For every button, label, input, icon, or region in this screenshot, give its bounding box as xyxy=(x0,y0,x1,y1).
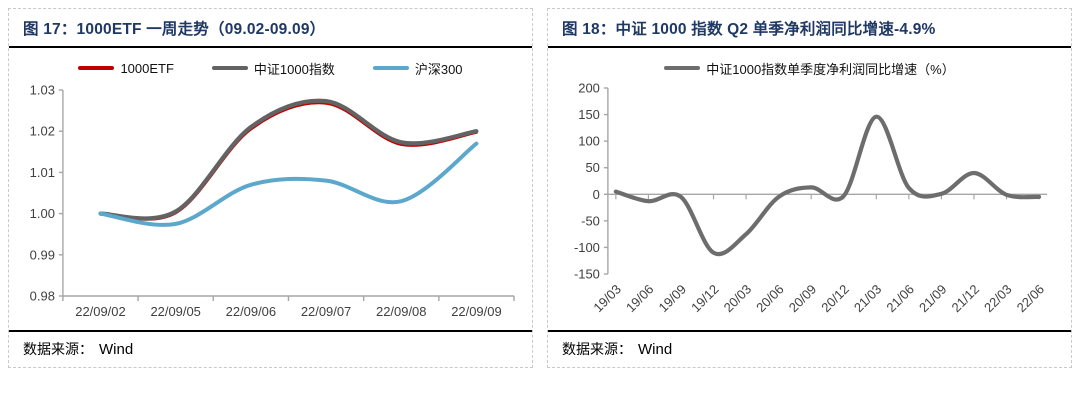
figure-18-title: 图 18：中证 1000 指数 Q2 单季净利润同比增速-4.9% xyxy=(562,21,936,38)
series-line xyxy=(98,141,479,227)
legend-swatch-gray xyxy=(211,66,248,70)
y-tick-label: 200 xyxy=(578,80,600,95)
figure-18-panel: 图 18：中证 1000 指数 Q2 单季净利润同比增速-4.9% 中证1000… xyxy=(547,8,1072,368)
figure-17-legend: 1000ETF 中证1000指数 沪深300 xyxy=(9,48,532,78)
source-value: Wind xyxy=(638,340,673,358)
report-figure-strip: 图 17：1000ETF 一周走势（09.02-09.09） 1000ETF 中… xyxy=(8,8,1072,368)
y-tick-label: 100 xyxy=(578,134,600,149)
legend-item-hs300: 沪深300 xyxy=(372,59,463,78)
source-value: Wind xyxy=(99,340,134,358)
x-tick-label: 22/09/08 xyxy=(376,304,426,319)
y-tick-label: 1.01 xyxy=(30,165,55,180)
series-line xyxy=(613,114,1042,257)
x-tick-label: 22/09/09 xyxy=(451,304,501,319)
series-line xyxy=(99,101,478,221)
y-tick-label: -150 xyxy=(574,266,600,281)
legend-swatch-gray xyxy=(664,66,701,70)
y-tick-label: 0.98 xyxy=(30,288,55,303)
y-tick-label: -100 xyxy=(574,240,600,255)
footer-rule xyxy=(9,330,532,332)
footer-rule xyxy=(548,330,1071,332)
x-tick-label: 22/09/06 xyxy=(226,304,276,319)
legend-item-csi1000: 中证1000指数 xyxy=(211,59,335,78)
x-tick-label: 21/12 xyxy=(949,282,983,316)
y-tick-label: 1.03 xyxy=(30,82,55,97)
x-tick-label: 22/09/05 xyxy=(150,304,200,319)
x-tick-label: 20/06 xyxy=(753,282,787,316)
figure-17-source: 数据来源： Wind xyxy=(9,332,532,367)
x-tick-label: 22/03 xyxy=(981,282,1015,316)
title-rule xyxy=(548,46,1071,48)
figure-17-line-chart: 1.03 1.02 1.01 1.00 0.99 0.98 22/09/02 22/09/05… xyxy=(30,82,515,319)
figure-17-title: 图 17：1000ETF 一周走势（09.02-09.09） xyxy=(23,21,326,38)
legend-swatch-red xyxy=(78,66,115,70)
figure-18-chart-area: 中证1000指数单季度净利润同比增速（%） 200 150 100 50 0 -50 -10… xyxy=(548,48,1071,330)
x-tick-label: 20/12 xyxy=(818,282,852,316)
x-tick-label: 19/03 xyxy=(590,282,624,316)
title-rule xyxy=(9,46,532,48)
y-tick-label: 1.00 xyxy=(30,206,55,221)
x-tick-label: 21/09 xyxy=(916,282,950,316)
x-tick-label: 19/06 xyxy=(623,282,657,316)
x-tick-label: 20/03 xyxy=(721,282,755,316)
y-tick-label: 50 xyxy=(585,160,599,175)
figure-18-source: 数据来源： Wind xyxy=(548,332,1071,367)
legend-label-csi1000: 中证1000指数 xyxy=(253,61,335,77)
legend-label-1000etf: 1000ETF xyxy=(120,60,174,76)
legend-item-profit-growth: 中证1000指数单季度净利润同比增速（%） xyxy=(664,59,955,78)
y-tick-label: 0 xyxy=(593,187,600,202)
source-label: 数据来源： xyxy=(23,343,93,358)
figure-17-chart-area: 1000ETF 中证1000指数 沪深300 1.03 1.02 1.01 1.00 0… xyxy=(9,48,532,330)
x-tick-label: 20/09 xyxy=(786,282,820,316)
x-tick-label: 21/06 xyxy=(883,282,917,316)
figure-18-legend: 中证1000指数单季度净利润同比增速（%） xyxy=(548,48,1071,78)
y-tick-label: 150 xyxy=(578,107,600,122)
source-label: 数据来源： xyxy=(562,343,632,358)
legend-label-hs300: 沪深300 xyxy=(414,61,463,77)
x-tick-label: 22/06 xyxy=(1014,282,1048,316)
y-tick-label: 0.99 xyxy=(30,247,55,262)
x-tick-label: 19/12 xyxy=(688,282,722,316)
figure-17-panel: 图 17：1000ETF 一周走势（09.02-09.09） 1000ETF 中… xyxy=(8,8,533,368)
legend-item-1000etf: 1000ETF xyxy=(78,60,174,76)
y-tick-label: 1.02 xyxy=(30,124,55,139)
x-tick-label: 21/03 xyxy=(851,282,885,316)
x-tick-label: 22/09/02 xyxy=(75,304,125,319)
x-tick-label: 19/09 xyxy=(656,282,690,316)
x-tick-label: 22/09/07 xyxy=(301,304,351,319)
legend-swatch-blue xyxy=(372,66,409,70)
y-tick-label: -50 xyxy=(581,213,600,228)
series-line xyxy=(98,98,479,221)
legend-label-profit-growth: 中证1000指数单季度净利润同比增速（%） xyxy=(706,61,955,77)
